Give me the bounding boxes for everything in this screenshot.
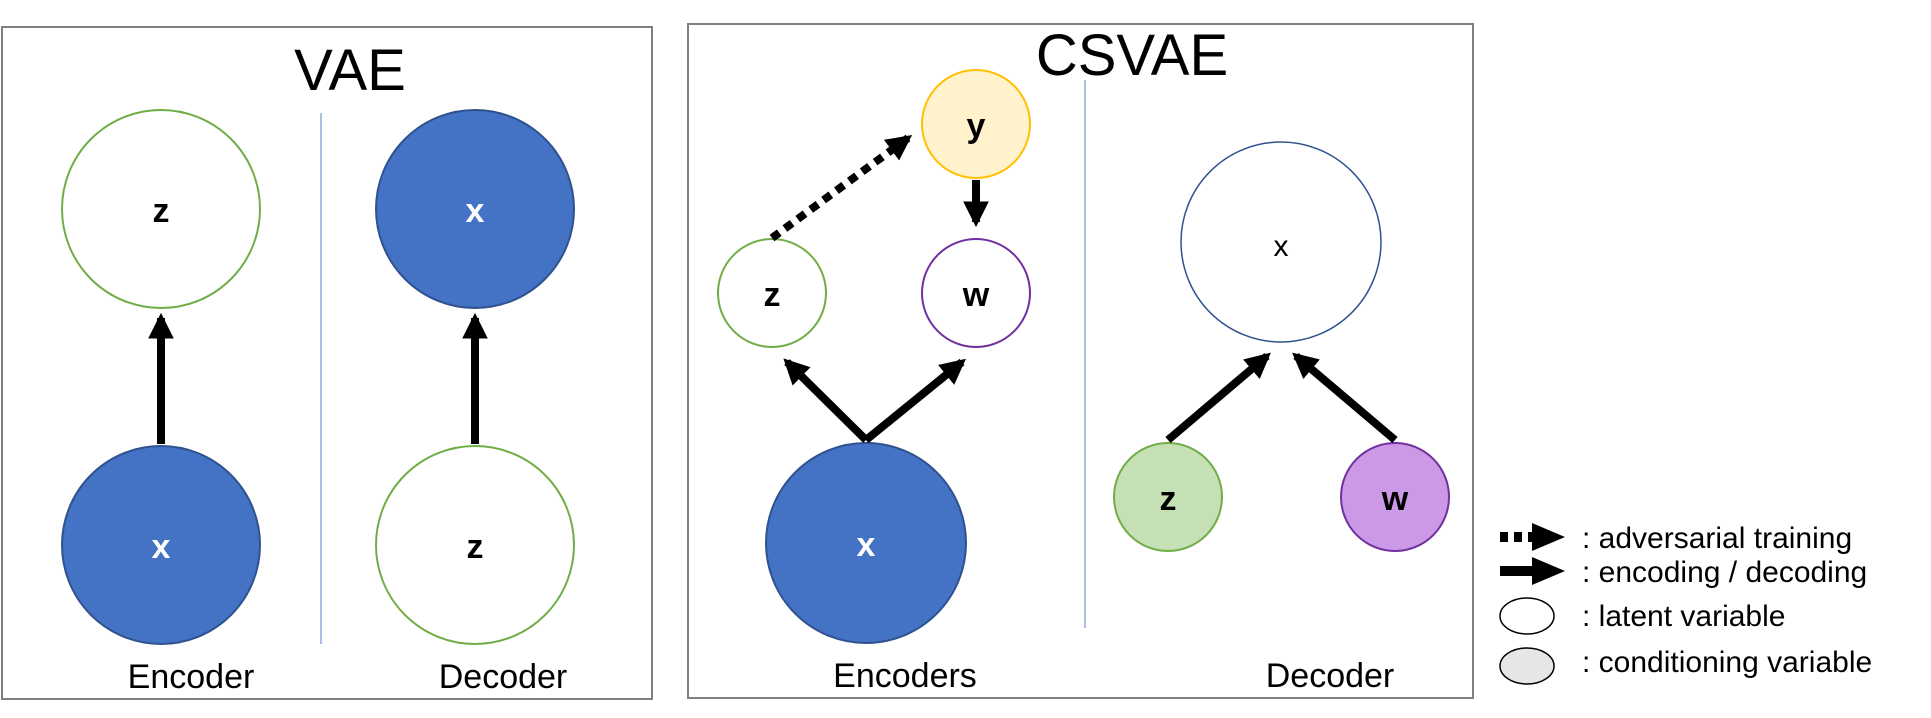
csvae-decoder-x-node — [1180, 141, 1382, 343]
legend-encoding-text: : encoding / decoding — [1582, 556, 1867, 589]
csvae-decoder-w-label: w — [1381, 480, 1409, 518]
csvae-encoder-z-label: z — [764, 276, 781, 314]
legend-conditioning: : conditioning variable — [1499, 646, 1872, 685]
csvae-w-to-x-arrow — [1292, 352, 1398, 444]
vae-encoder-label: Encoder — [128, 658, 255, 696]
csvae-encoder-x-node — [765, 442, 967, 644]
vae-decoder-x-node — [375, 109, 575, 309]
csvae-decoder-w-node — [1340, 442, 1450, 552]
vae-panel: VAE z x x z Encoder Decoder — [1, 26, 653, 700]
csvae-encoder-w-node — [921, 238, 1031, 348]
legend-solid-arrow-head — [1532, 557, 1565, 585]
csvae-decoder-z-node — [1113, 442, 1223, 552]
csvae-encoder-y-label: y — [967, 107, 986, 145]
legend-conditioning-ellipse — [1499, 647, 1555, 685]
vae-title: VAE — [294, 38, 406, 103]
legend-latent-ellipse — [1499, 597, 1555, 635]
vae-decoder-label: Decoder — [439, 658, 568, 696]
csvae-adversarial-arrow — [769, 134, 913, 242]
vae-decoder-x-label: x — [466, 192, 485, 230]
csvae-x-to-z-arrow — [783, 358, 869, 443]
legend-adversarial: : adversarial training — [1500, 522, 1852, 555]
legend-dotted-arrow-head — [1532, 523, 1565, 551]
csvae-encoder-w-label: w — [962, 276, 990, 314]
vae-encoder-z-label: z — [153, 192, 170, 230]
csvae-x-to-w-arrow — [863, 358, 966, 444]
legend-latent-text: : latent variable — [1582, 600, 1785, 633]
csvae-encoder-x-label: x — [857, 526, 876, 564]
legend-latent: : latent variable — [1499, 597, 1785, 635]
vae-decoder-z-node — [375, 445, 575, 645]
csvae-z-to-x-arrow — [1165, 352, 1271, 444]
vae-encoder-x-node — [61, 445, 261, 645]
legend-encoding: : encoding / decoding — [1500, 556, 1867, 589]
csvae-encoder-y-node — [921, 69, 1031, 179]
csvae-decoder-x-label: x — [1274, 230, 1289, 263]
csvae-panel: CSVAE y z w x x z w Encoders Decoder — [687, 23, 1474, 699]
csvae-encoders-label: Encoders — [833, 657, 977, 695]
csvae-title: CSVAE — [1036, 23, 1228, 88]
csvae-decoder-label: Decoder — [1266, 657, 1395, 695]
csvae-encoder-z-node — [717, 238, 827, 348]
vae-decoder-z-label: z — [467, 528, 484, 566]
csvae-decoder-z-label: z — [1160, 480, 1177, 518]
vae-encoder-z-node — [61, 109, 261, 309]
legend-conditioning-text: : conditioning variable — [1582, 646, 1872, 679]
legend: : adversarial training : encoding / deco… — [1499, 522, 1872, 685]
vae-encoder-x-label: x — [152, 528, 171, 566]
legend-adversarial-text: : adversarial training — [1582, 522, 1852, 555]
